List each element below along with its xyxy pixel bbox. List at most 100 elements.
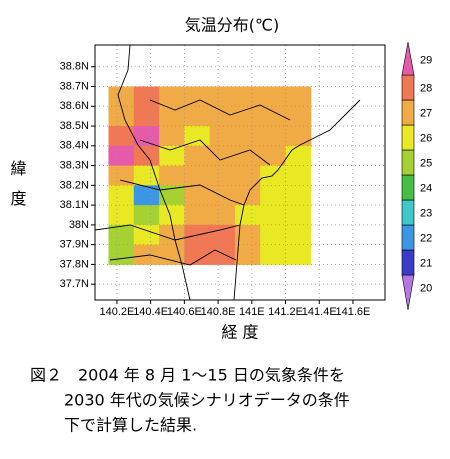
colorbar-swatch — [401, 124, 415, 151]
plot-frame — [94, 44, 386, 301]
colorbar-swatch — [401, 74, 415, 101]
prefecture-border — [139, 139, 271, 166]
colorbar-swatch — [401, 149, 415, 176]
cell — [209, 165, 236, 186]
grid — [91, 45, 385, 304]
cell — [260, 165, 287, 186]
cell — [260, 244, 287, 265]
cell — [108, 145, 135, 167]
cell — [260, 126, 287, 147]
cell — [184, 86, 211, 107]
cell — [285, 106, 312, 127]
y-tick-label: 38.4N — [60, 140, 89, 152]
cell — [108, 86, 135, 107]
prefecture-border — [94, 224, 241, 241]
cell — [209, 185, 236, 206]
cell — [159, 126, 185, 147]
y-tick-label: 37.8N — [60, 258, 89, 270]
colorbar-label: 28 — [420, 82, 432, 94]
x-tick-label: 141.4E — [302, 306, 337, 318]
y-tick-label: 38.5N — [60, 120, 89, 132]
cell — [209, 106, 236, 127]
caption-line: 下で計算した結果. — [64, 416, 197, 435]
cell — [260, 205, 287, 226]
cell — [209, 86, 236, 107]
cell — [209, 145, 236, 167]
cell — [184, 244, 211, 265]
colorbar-label: 27 — [420, 107, 432, 119]
cell — [133, 126, 160, 147]
cell — [184, 106, 211, 127]
y-tick-label: 38.1N — [60, 199, 89, 211]
cell — [184, 185, 211, 206]
y-tick-label: 37.7N — [60, 278, 89, 290]
cell — [234, 165, 261, 186]
cell — [159, 185, 185, 206]
cell — [108, 205, 135, 226]
cell — [260, 145, 287, 167]
x-tick-label: 141.2E — [268, 306, 303, 318]
cell — [108, 106, 135, 127]
colorbar-label: 24 — [420, 182, 432, 194]
x-tick-label: 140.4E — [133, 306, 168, 318]
cell — [234, 145, 261, 167]
coastline — [284, 99, 361, 161]
prefecture-border — [149, 99, 291, 121]
cell — [234, 224, 261, 246]
cell — [108, 126, 135, 147]
caption-line: 図２ 2004 年 8 月 1～15 日の気象条件を — [30, 366, 345, 385]
y-tick-label: 38.3N — [60, 159, 89, 171]
cell — [234, 205, 261, 226]
cell — [159, 106, 185, 127]
cell — [159, 224, 185, 246]
cell — [285, 244, 312, 265]
colorbar-label: 20 — [420, 282, 432, 294]
y-tick-label: 38.2N — [60, 179, 89, 191]
y-tick-label: 38.8N — [60, 61, 89, 73]
cell — [260, 185, 287, 206]
x-tick-label: 141E — [239, 306, 265, 318]
cell — [133, 224, 160, 246]
cell — [260, 86, 287, 107]
cell — [108, 165, 135, 186]
boundaries — [94, 44, 361, 301]
cell — [159, 244, 185, 265]
cell — [184, 145, 211, 167]
y-tick-label: 38.7N — [60, 80, 89, 92]
cell — [159, 145, 185, 167]
colorbar-swatch — [401, 224, 415, 251]
cell — [234, 126, 261, 147]
x-axis-label: 経 度 — [221, 323, 258, 342]
x-tick-label: 140.2E — [99, 306, 134, 318]
colorbar: 20 21 22 23 24 25 26 27 28 29 — [401, 41, 432, 311]
cell — [209, 126, 236, 147]
x-tick-label: 140.6E — [167, 306, 202, 318]
y-tick-label: 38N — [69, 219, 89, 231]
caption-line: 2030 年代の気候シナリオデータの条件 — [64, 391, 350, 410]
map-title: 気温分布(℃) — [185, 16, 279, 35]
cell — [159, 205, 185, 226]
prefecture-border — [109, 249, 237, 266]
cell — [260, 106, 287, 127]
cell — [159, 86, 185, 107]
cell — [184, 165, 211, 186]
colorbar-label: 29 — [420, 54, 432, 66]
cell — [108, 185, 135, 206]
cell — [184, 205, 211, 226]
cell — [234, 244, 261, 265]
cell — [285, 185, 312, 206]
cell — [260, 224, 287, 246]
cell — [209, 224, 236, 246]
colorbar-swatch — [401, 249, 415, 276]
x-tick-label: 141.6E — [336, 306, 371, 318]
cell — [234, 86, 261, 107]
prefecture-border — [119, 179, 245, 206]
colorbar-swatch — [401, 41, 415, 76]
prefecture-border — [117, 44, 191, 301]
colorbar-label: 23 — [420, 207, 432, 219]
cell — [184, 126, 211, 147]
cell — [285, 224, 312, 246]
y-tick-label: 37.9N — [60, 239, 89, 251]
colorbar-label: 26 — [420, 132, 432, 144]
